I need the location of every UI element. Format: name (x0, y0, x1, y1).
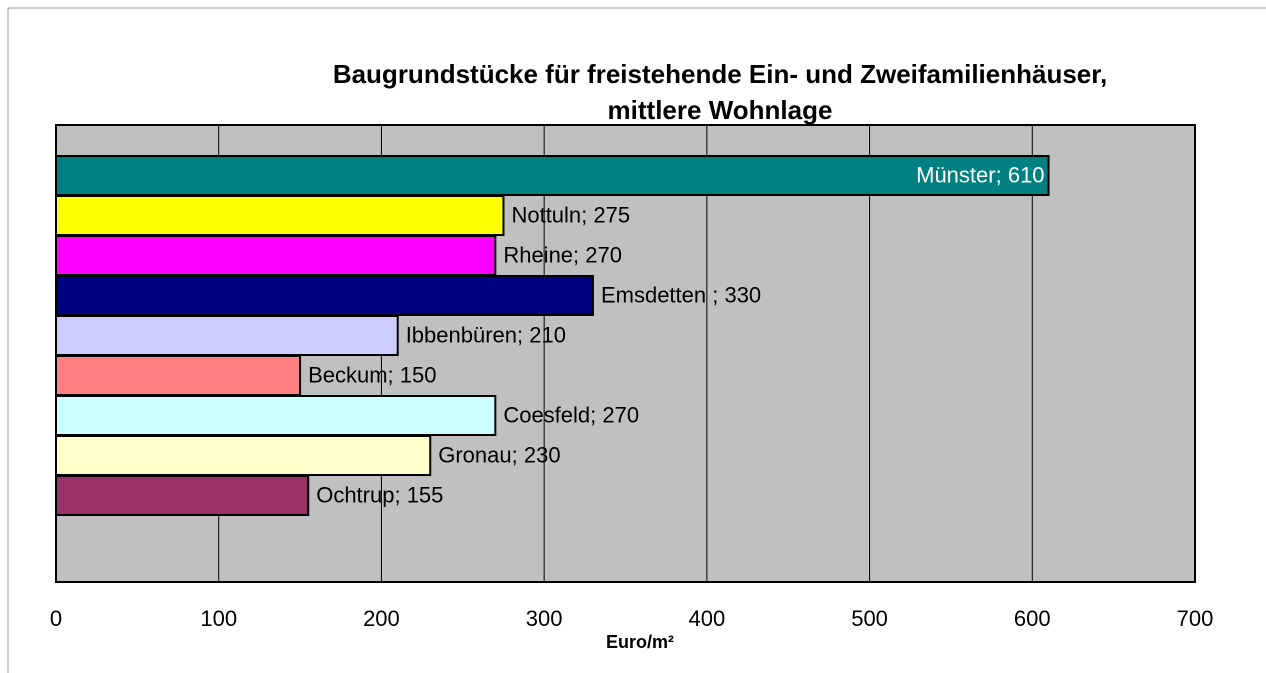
data-label-value: ; 330 (706, 282, 761, 307)
data-label-category: Beckum (308, 362, 387, 387)
bar (55, 435, 432, 476)
x-axis-label: Euro/m² (606, 632, 674, 652)
data-label-value: ; 275 (581, 202, 630, 227)
x-tick-label: 600 (1014, 606, 1051, 631)
bar (55, 315, 399, 356)
data-label: Gronau; 230 (438, 442, 560, 467)
data-label-category: Rheine (503, 242, 573, 267)
data-label: Coesfeld; 270 (503, 402, 639, 427)
data-label-category: Coesfeld (503, 402, 590, 427)
data-label: Nottuln; 275 (511, 202, 630, 227)
data-label-value: ; 270 (573, 242, 622, 267)
data-label-category: Gronau (438, 442, 511, 467)
x-tick-label: 500 (851, 606, 888, 631)
data-label: Emsdetten ; 330 (601, 282, 761, 307)
bar (55, 475, 310, 516)
x-tick-label: 0 (50, 606, 62, 631)
chart-title: mittlere Wohnlage (608, 95, 833, 125)
chart-title: Baugrundstücke für freistehende Ein- und… (333, 59, 1107, 89)
data-label-value: ; 210 (517, 322, 566, 347)
x-tick-label: 300 (526, 606, 563, 631)
bar (55, 355, 302, 396)
data-label: Beckum; 150 (308, 362, 436, 387)
x-tick-label: 700 (1177, 606, 1214, 631)
data-label-value: ; 150 (388, 362, 437, 387)
data-label-value: ; 155 (394, 482, 443, 507)
data-label: Rheine; 270 (503, 242, 622, 267)
data-label-category: Nottuln (511, 202, 581, 227)
data-label-category: Ochtrup (316, 482, 394, 507)
x-tick-label: 200 (363, 606, 400, 631)
data-label-category: Emsdetten (601, 282, 706, 307)
bar (55, 235, 497, 276)
data-label: Ochtrup; 155 (316, 482, 443, 507)
bar (55, 195, 505, 236)
data-label-value: ; 230 (512, 442, 561, 467)
x-tick-label: 400 (688, 606, 725, 631)
bar (55, 275, 594, 316)
bar (55, 155, 1050, 196)
data-label-value: ; 270 (590, 402, 639, 427)
x-tick-label: 100 (200, 606, 237, 631)
bar (55, 395, 497, 436)
data-label-category: Ibbenbüren (406, 322, 517, 347)
data-label: Ibbenbüren; 210 (406, 322, 566, 347)
data-label-category: Münster (916, 162, 995, 187)
data-label: Münster; 610 (916, 162, 1044, 187)
data-label-value: ; 610 (996, 162, 1045, 187)
